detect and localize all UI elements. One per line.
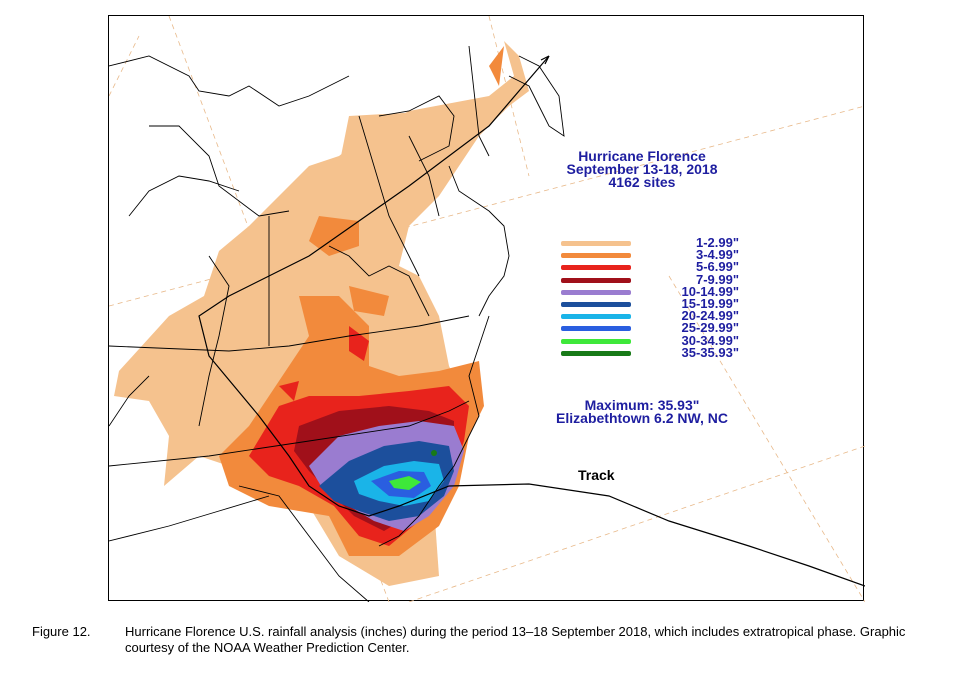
- map-title-line3: 4162 sites: [608, 174, 676, 190]
- legend-label: 7-9.99": [695, 271, 739, 287]
- boundaries: [109, 45, 565, 602]
- legend-swatch: [561, 338, 631, 344]
- legend-row: 20-24.99": [561, 308, 751, 324]
- legend-swatch: [561, 289, 631, 295]
- caption-number: Figure 12.: [32, 624, 91, 639]
- legend-row: 5-6.99": [561, 259, 751, 275]
- legend-swatch: [561, 277, 631, 283]
- track-label: Track: [578, 467, 615, 483]
- maximum-location: Elizabethtown 6.2 NW, NC: [556, 410, 728, 426]
- legend-label: 15-19.99": [681, 296, 739, 311]
- legend-row: 1-2.99": [561, 235, 751, 250]
- rain-band-3-5: [349, 286, 389, 316]
- legend-row: 3-4.99": [561, 247, 751, 263]
- hurricane-track: [198, 55, 865, 587]
- legend-row: 25-29.99": [561, 320, 751, 336]
- caption-text: Hurricane Florence U.S. rainfall analysi…: [125, 624, 906, 655]
- legend-swatch: [561, 314, 631, 320]
- legend-label: 3-4.99": [695, 247, 739, 263]
- legend-swatch: [561, 241, 631, 246]
- legend-label: 5-6.99": [695, 259, 739, 275]
- legend-label: 25-29.99": [681, 320, 739, 336]
- legend-label: 30-34.99": [681, 332, 739, 348]
- rain-band-3-5: [489, 46, 504, 86]
- map-title-line2: September 13-18, 2018: [566, 161, 718, 177]
- legend-label: 35-35.93": [681, 344, 739, 360]
- legend-swatch: [561, 326, 631, 332]
- rain-band-35-36: [431, 450, 437, 456]
- legend-swatch: [561, 253, 631, 259]
- legend-swatch: [561, 265, 631, 271]
- map-title-line1: Hurricane Florence: [578, 148, 706, 164]
- legend-label: 10-14.99": [681, 283, 739, 299]
- legend-row: 7-9.99": [561, 271, 751, 287]
- rain-band-1-3: [339, 111, 454, 166]
- legend-row: 30-34.99": [561, 332, 751, 348]
- map-canvas: [109, 16, 865, 602]
- legend-swatch: [561, 302, 631, 307]
- legend-row: 15-19.99": [561, 296, 751, 311]
- rain-band-5-7: [349, 326, 369, 361]
- rain-band-5-7: [279, 381, 299, 401]
- rain-band-30-35: [389, 476, 421, 490]
- rainfall-shading: [114, 41, 529, 586]
- legend-swatch: [561, 350, 631, 356]
- legend-row: 10-14.99": [561, 283, 751, 299]
- legend-row: 35-35.93": [561, 344, 751, 360]
- maximum-value: Maximum: 35.93": [584, 397, 700, 413]
- rain-band-3-5: [309, 216, 359, 256]
- legend-label: 1-2.99": [695, 235, 739, 250]
- rainfall-map: Hurricane Florence September 13-18, 2018…: [108, 15, 865, 602]
- legend-label: 20-24.99": [681, 308, 739, 324]
